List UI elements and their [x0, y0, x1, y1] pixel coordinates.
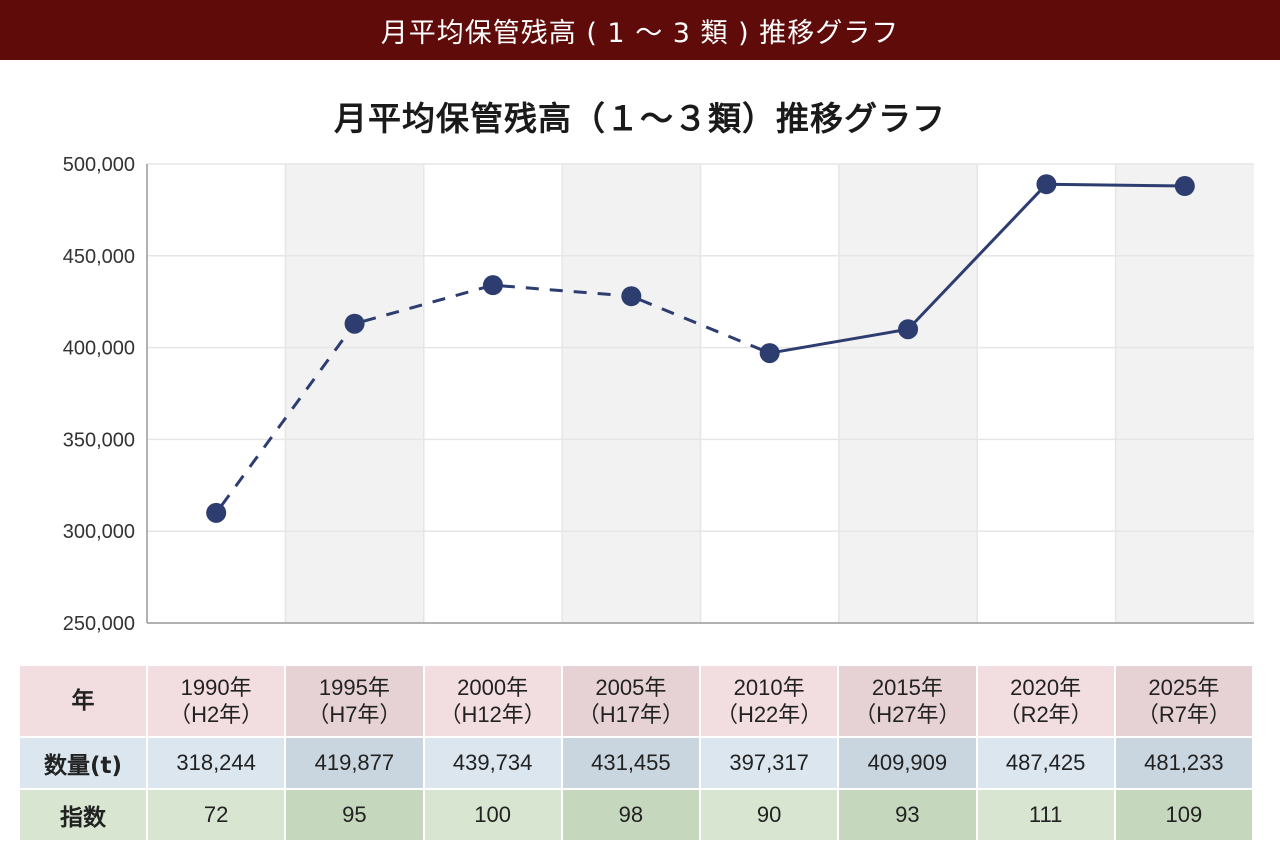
dashed-line-segment	[362, 286, 485, 323]
index-cell: 72	[148, 790, 287, 842]
data-point	[621, 286, 642, 307]
index-cell: 98	[562, 790, 701, 842]
chart-band	[1115, 164, 1254, 623]
y-tick-label: 450,000	[63, 246, 135, 268]
chart-bands	[285, 164, 1254, 623]
chart-band	[838, 164, 978, 623]
year-cell: 2005年 （H17年）	[562, 666, 701, 738]
quantity-cell: 481,233	[1115, 738, 1254, 790]
data-point	[206, 502, 227, 523]
quantity-cell: 487,425	[977, 738, 1116, 790]
quantity-cell: 409,909	[839, 738, 978, 790]
index-cell: 90	[701, 790, 840, 842]
data-point	[898, 319, 919, 340]
solid-line-segment	[778, 329, 900, 354]
chart-band	[285, 164, 424, 623]
y-tick-label: 250,000	[63, 613, 135, 635]
solid-line-segment	[913, 189, 1042, 324]
index-cell: 95	[286, 790, 425, 842]
data-point	[1174, 176, 1195, 197]
chart-band	[562, 164, 701, 623]
year-cell: 2000年 （H12年）	[424, 666, 563, 738]
y-axis-ticks: 500,000 450,000 400,000 350,000 300,000 250,0…	[63, 154, 135, 635]
quantity-row: 数量(t) 318,244 419,877 439,734 431,455 39…	[20, 738, 1254, 790]
quantity-header: 数量(t)	[20, 738, 148, 790]
index-row: 指数 72 95 100 98 90 93 111 109	[20, 790, 1254, 842]
quantity-cell: 439,734	[424, 738, 563, 790]
index-cell: 100	[424, 790, 563, 842]
chart-grid	[147, 163, 1254, 623]
y-tick-label: 350,000	[63, 429, 135, 451]
year-header: 年	[20, 666, 148, 738]
index-header: 指数	[20, 790, 148, 842]
year-cell: 1995年 （H7年）	[286, 666, 425, 738]
quantity-cell: 419,877	[286, 738, 425, 790]
year-cell: 2020年 （R2年）	[977, 666, 1116, 738]
chart-axes	[146, 164, 1254, 624]
data-point	[344, 313, 365, 334]
line-chart: 500,000 450,000 400,000 350,000 300,000 250,0…	[63, 154, 1254, 635]
year-cell: 2015年 （H27年）	[839, 666, 978, 738]
index-cell: 109	[1115, 790, 1254, 842]
data-point	[1036, 174, 1057, 195]
y-tick-label: 400,000	[63, 338, 135, 360]
index-cell: 93	[839, 790, 978, 842]
quantity-cell: 397,317	[701, 738, 840, 790]
data-point	[759, 343, 780, 364]
data-lines	[220, 182, 1176, 507]
data-table: 年 1990年 （H2年） 1995年 （H7年） 2000年 （H12年） 2005…	[20, 666, 1254, 842]
header-title: 月平均保管残高 ( 1 ～ 3 類 ) 推移グラフ	[380, 17, 900, 49]
page-header: 月平均保管残高 ( 1 ～ 3 類 ) 推移グラフ	[0, 0, 1280, 60]
solid-line-segment	[1055, 182, 1176, 188]
data-point	[482, 275, 503, 296]
y-tick-label: 300,000	[63, 521, 135, 543]
chart-title: 月平均保管残高（１～３類）推移グラフ	[334, 99, 946, 138]
year-cell: 1990年 （H2年）	[148, 666, 287, 738]
dashed-line-segment	[220, 330, 351, 507]
dashed-line-segment	[501, 284, 623, 297]
data-points	[206, 174, 1195, 523]
quantity-cell: 431,455	[562, 738, 701, 790]
quantity-cell: 318,244	[148, 738, 287, 790]
year-cell: 2010年 （H22年）	[701, 666, 840, 738]
index-cell: 111	[977, 790, 1116, 842]
year-row: 年 1990年 （H2年） 1995年 （H7年） 2000年 （H12年） 2005…	[20, 666, 1254, 738]
year-cell: 2025年 （R7年）	[1115, 666, 1254, 738]
y-tick-label: 500,000	[63, 154, 135, 176]
